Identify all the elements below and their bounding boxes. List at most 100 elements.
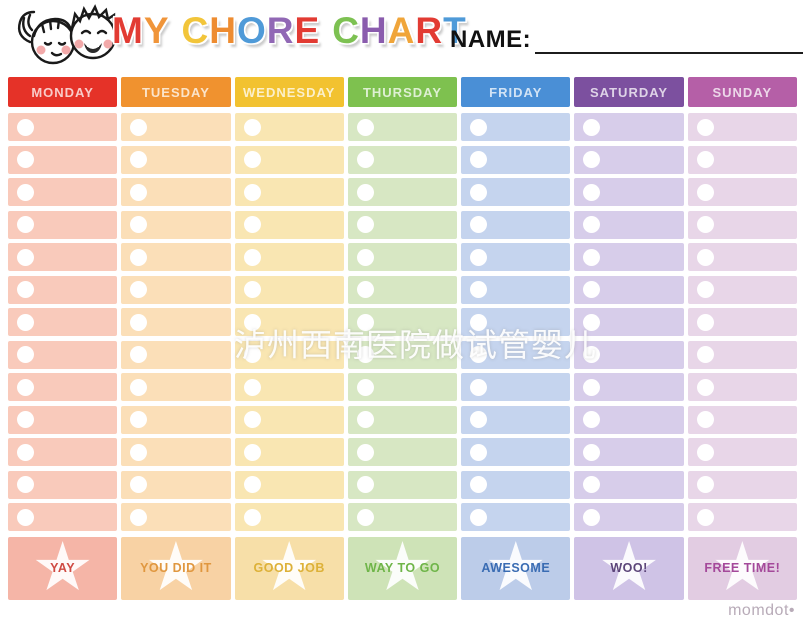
chore-checkbox[interactable] [470,476,488,493]
chore-checkbox[interactable] [583,443,601,461]
chore-checkbox[interactable] [356,281,374,298]
reward-cell: YAY [8,536,118,600]
chore-checkbox[interactable] [356,508,374,526]
chore-checkbox[interactable] [583,508,601,526]
chore-checkbox[interactable] [583,411,601,428]
chore-checkbox[interactable] [696,378,714,396]
chore-checkbox[interactable] [470,508,488,526]
chore-checkbox[interactable] [17,443,34,461]
chore-checkbox[interactable] [130,411,148,428]
chore-checkbox[interactable] [17,118,34,136]
chore-checkbox[interactable] [17,216,34,233]
chore-checkbox[interactable] [243,443,261,461]
chore-checkbox[interactable] [583,281,601,298]
chore-checkbox[interactable] [356,151,374,168]
title-letter: R [266,10,295,51]
chore-checkbox[interactable] [356,216,374,233]
chore-checkbox[interactable] [583,248,601,266]
chore-checkbox[interactable] [696,476,714,493]
chore-checkbox[interactable] [17,151,34,168]
chore-checkbox[interactable] [17,411,34,428]
chore-checkbox[interactable] [243,183,261,201]
chore-checkbox[interactable] [356,346,374,363]
chore-checkbox[interactable] [17,183,34,201]
chore-checkbox[interactable] [356,183,374,201]
chore-checkbox[interactable] [243,346,261,363]
chore-checkbox[interactable] [583,313,601,331]
chore-checkbox[interactable] [470,313,488,331]
chore-checkbox[interactable] [356,476,374,493]
chore-checkbox[interactable] [243,248,261,266]
chore-checkbox[interactable] [696,508,714,526]
chore-checkbox[interactable] [696,216,714,233]
chore-checkbox[interactable] [243,508,261,526]
chore-checkbox[interactable] [17,508,34,526]
chore-checkbox[interactable] [696,248,714,266]
chore-checkbox[interactable] [17,281,34,298]
chore-checkbox[interactable] [17,313,34,331]
chore-checkbox[interactable] [243,378,261,396]
chore-checkbox[interactable] [130,183,148,201]
chore-checkbox[interactable] [243,281,261,298]
chore-checkbox[interactable] [356,118,374,136]
chore-checkbox[interactable] [470,118,488,136]
chore-checkbox[interactable] [470,411,488,428]
chore-checkbox[interactable] [243,476,261,493]
chore-checkbox[interactable] [696,346,714,363]
chore-checkbox[interactable] [130,151,148,168]
chore-checkbox[interactable] [130,378,148,396]
chore-checkbox[interactable] [130,508,148,526]
reward-label: YAY [50,561,76,575]
chore-checkbox[interactable] [243,411,261,428]
chore-checkbox[interactable] [583,476,601,493]
chore-checkbox[interactable] [243,313,261,331]
chore-cell [574,373,684,401]
chore-checkbox[interactable] [130,346,148,363]
chore-checkbox[interactable] [470,248,488,266]
day-header-tuesday: TUESDAY [121,77,231,107]
chore-checkbox[interactable] [243,151,261,168]
chore-checkbox[interactable] [583,151,601,168]
chore-checkbox[interactable] [470,346,488,363]
chore-checkbox[interactable] [130,281,148,298]
chore-checkbox[interactable] [696,443,714,461]
chore-checkbox[interactable] [470,183,488,201]
chore-checkbox[interactable] [696,183,714,201]
chore-checkbox[interactable] [696,411,714,428]
chore-checkbox[interactable] [130,443,148,461]
chore-checkbox[interactable] [470,281,488,298]
chore-checkbox[interactable] [583,118,601,136]
chore-checkbox[interactable] [583,216,601,233]
chore-checkbox[interactable] [470,216,488,233]
chore-checkbox[interactable] [130,216,148,233]
chore-checkbox[interactable] [130,476,148,493]
watermark-text: 泸州西南医院做试管婴儿 [234,326,598,364]
chore-checkbox[interactable] [356,443,374,461]
chore-cell [234,178,344,206]
chore-checkbox[interactable] [583,183,601,201]
name-input-line[interactable] [535,26,804,54]
chore-checkbox[interactable] [17,476,34,493]
chore-checkbox[interactable] [470,151,488,168]
chore-checkbox[interactable] [356,248,374,266]
chore-checkbox[interactable] [17,378,34,396]
chore-checkbox[interactable] [130,313,148,331]
chore-checkbox[interactable] [356,378,374,396]
chore-checkbox[interactable] [583,346,601,363]
chore-cell [121,145,231,174]
chore-checkbox[interactable] [470,443,488,461]
chore-checkbox[interactable] [356,313,374,331]
chore-checkbox[interactable] [696,118,714,136]
chore-checkbox[interactable] [696,313,714,331]
chore-checkbox[interactable] [130,118,148,136]
chore-checkbox[interactable] [17,248,34,266]
chore-checkbox[interactable] [243,216,261,233]
chore-checkbox[interactable] [243,118,261,136]
chore-checkbox[interactable] [356,411,374,428]
chore-checkbox[interactable] [696,151,714,168]
chore-checkbox[interactable] [470,378,488,396]
chore-checkbox[interactable] [696,281,714,298]
chore-checkbox[interactable] [130,248,148,266]
chore-checkbox[interactable] [17,346,34,363]
chore-checkbox[interactable] [583,378,601,396]
